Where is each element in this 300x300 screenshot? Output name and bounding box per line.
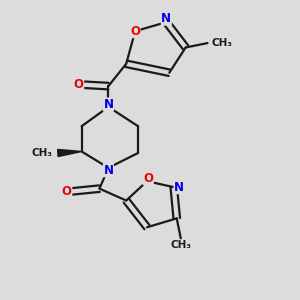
Text: N: N	[103, 164, 113, 177]
Text: N: N	[103, 98, 113, 111]
Text: O: O	[130, 25, 140, 38]
Text: N: N	[174, 181, 184, 194]
Text: CH₃: CH₃	[171, 240, 192, 250]
Text: CH₃: CH₃	[32, 148, 52, 158]
Text: O: O	[143, 172, 153, 185]
Text: O: O	[74, 78, 84, 91]
Text: CH₃: CH₃	[211, 38, 232, 48]
Text: O: O	[62, 185, 72, 198]
Polygon shape	[58, 149, 82, 157]
Text: N: N	[161, 12, 171, 25]
